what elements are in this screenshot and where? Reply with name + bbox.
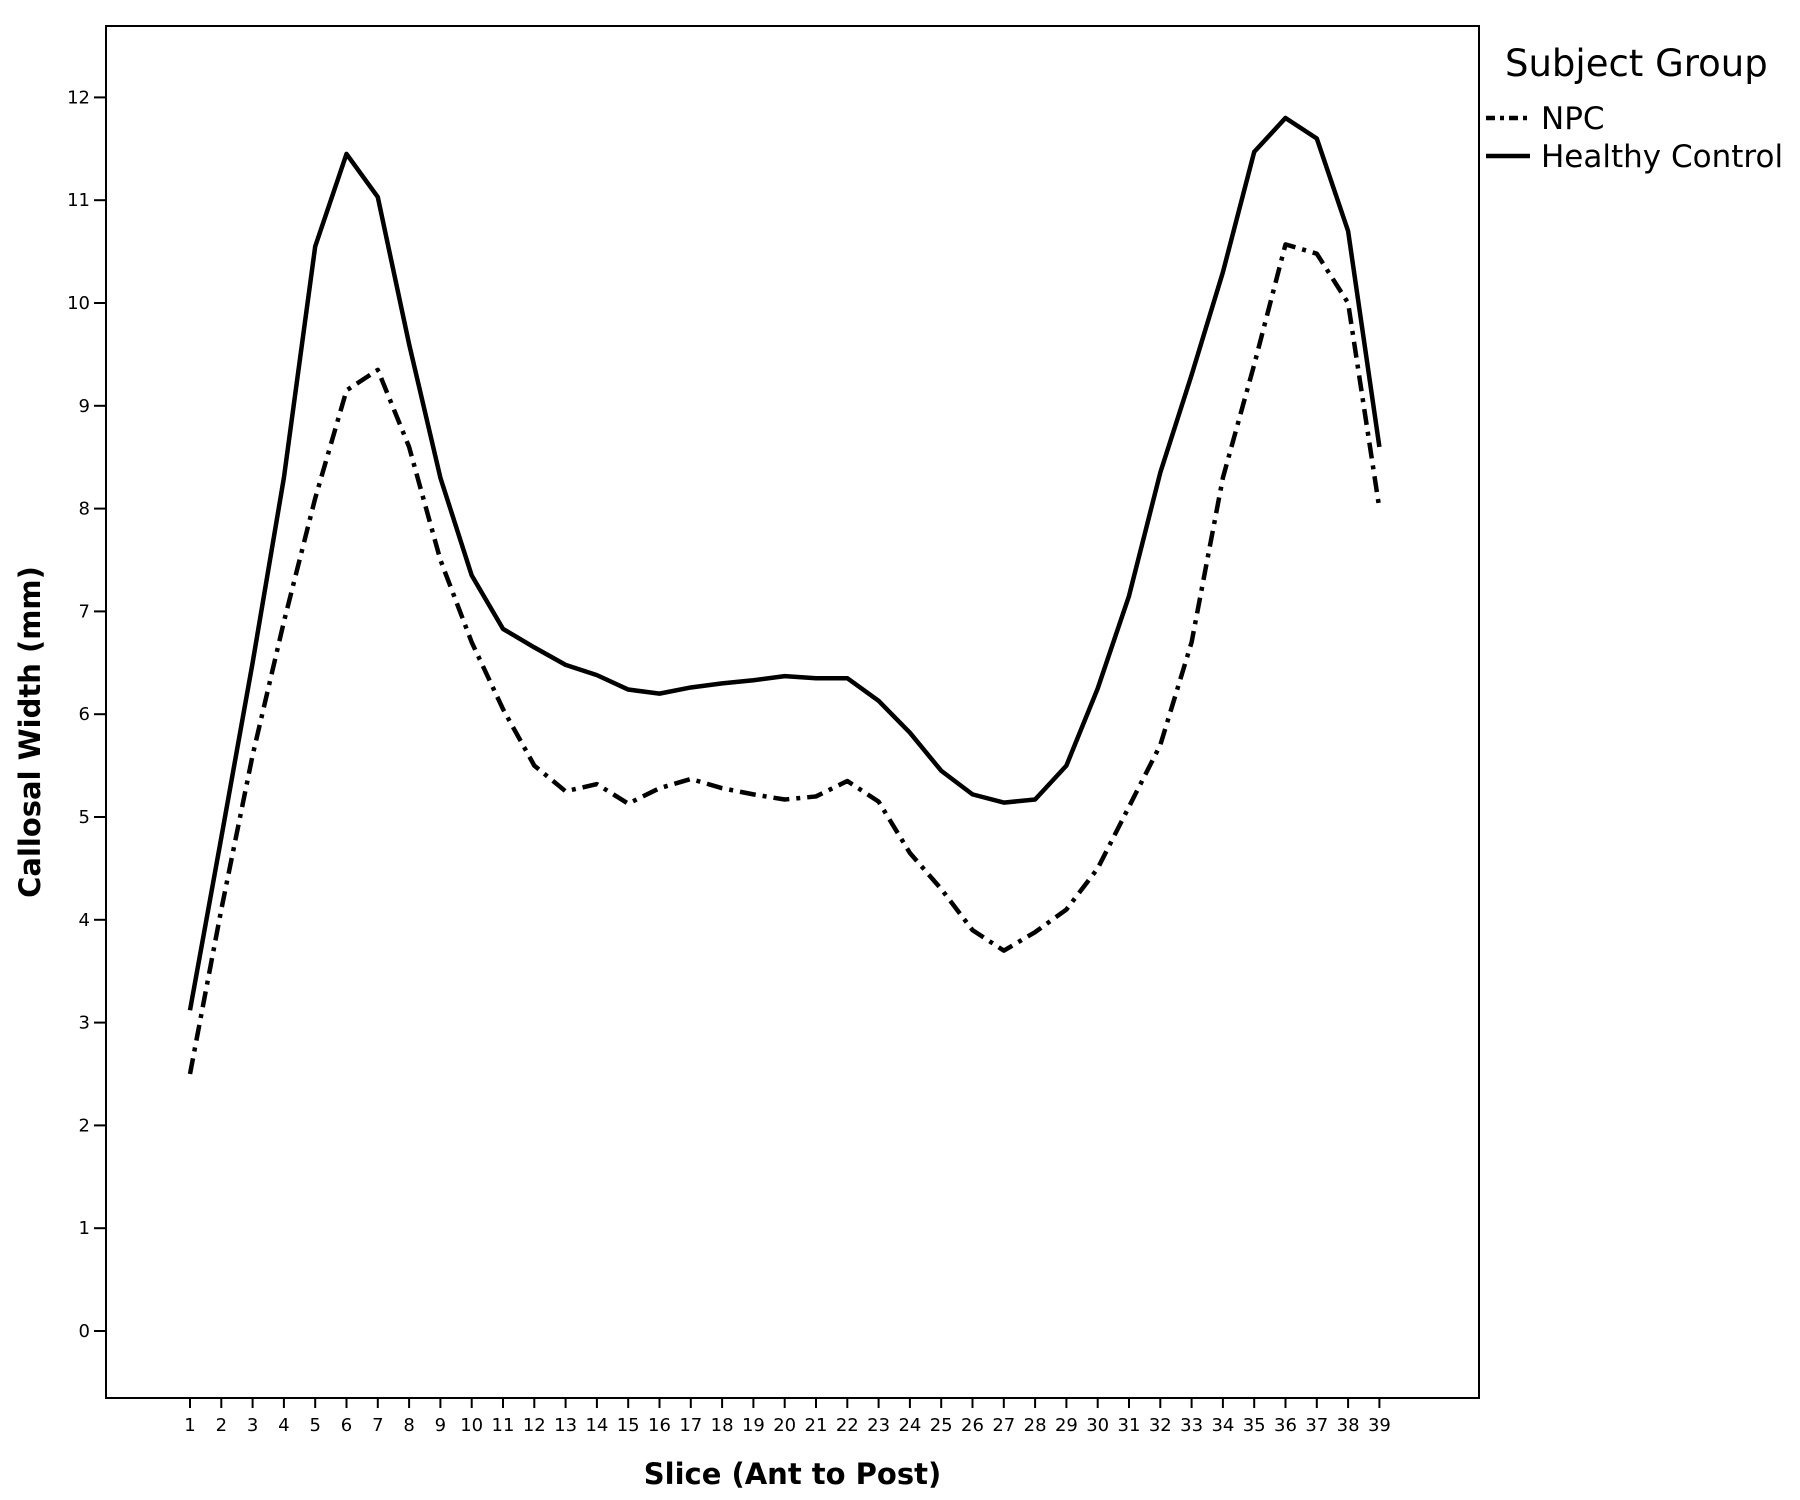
x-tick-label: 2 bbox=[216, 1415, 227, 1436]
y-tick-label: 7 bbox=[79, 601, 90, 622]
x-tick-label: 3 bbox=[247, 1415, 258, 1436]
x-axis-title: Slice (Ant to Post) bbox=[644, 1457, 941, 1491]
x-tick-label: 37 bbox=[1305, 1415, 1328, 1436]
x-tick-label: 28 bbox=[1024, 1415, 1047, 1436]
y-tick-label: 11 bbox=[67, 190, 90, 211]
x-tick-label: 9 bbox=[435, 1415, 446, 1436]
x-tick-label: 24 bbox=[898, 1415, 921, 1436]
series-line-healthy-control bbox=[187, 115, 1382, 1011]
y-tick-label: 5 bbox=[79, 807, 90, 828]
legend-title: Subject Group bbox=[1505, 42, 1768, 85]
x-tick-label: 8 bbox=[403, 1415, 414, 1436]
y-tick-label: 10 bbox=[67, 293, 90, 314]
legend: Subject Group NPC Healthy Control bbox=[1486, 42, 1783, 175]
x-tick-label: 18 bbox=[711, 1415, 734, 1436]
y-tick-label: 1 bbox=[79, 1218, 90, 1239]
x-tick-label: 31 bbox=[1118, 1415, 1141, 1436]
y-tick-label: 9 bbox=[79, 396, 90, 417]
y-tick-label: 2 bbox=[79, 1115, 90, 1136]
x-tick-label: 19 bbox=[742, 1415, 765, 1436]
y-tick-label: 0 bbox=[79, 1321, 90, 1342]
x-tick-label: 29 bbox=[1055, 1415, 1078, 1436]
legend-label-npc: NPC bbox=[1541, 101, 1605, 137]
x-tick-label: 1 bbox=[184, 1415, 195, 1436]
x-tick-label: 15 bbox=[617, 1415, 640, 1436]
y-tick-label: 12 bbox=[67, 87, 90, 108]
x-tick-label: 26 bbox=[961, 1415, 984, 1436]
x-tick-label: 35 bbox=[1243, 1415, 1266, 1436]
x-tick-label: 30 bbox=[1086, 1415, 1109, 1436]
x-tick-label: 25 bbox=[930, 1415, 953, 1436]
x-tick-label: 39 bbox=[1368, 1415, 1391, 1436]
x-tick-label: 13 bbox=[554, 1415, 577, 1436]
x-tick-label: 14 bbox=[585, 1415, 608, 1436]
y-axis-title: Callosal Width (mm) bbox=[13, 566, 47, 898]
x-tick-label: 4 bbox=[278, 1415, 289, 1436]
y-tick-label: 8 bbox=[79, 499, 90, 520]
x-tick-label: 16 bbox=[648, 1415, 671, 1436]
x-tick-label: 38 bbox=[1337, 1415, 1360, 1436]
y-tick-label: 4 bbox=[79, 910, 90, 931]
y-tick-label: 3 bbox=[79, 1013, 90, 1034]
plot-frame bbox=[105, 25, 1480, 1399]
x-tick-label: 34 bbox=[1211, 1415, 1234, 1436]
x-tick-label: 36 bbox=[1274, 1415, 1297, 1436]
x-tick-label: 33 bbox=[1180, 1415, 1203, 1436]
x-tick-label: 27 bbox=[992, 1415, 1015, 1436]
x-tick-label: 23 bbox=[867, 1415, 890, 1436]
x-tick-label: 11 bbox=[492, 1415, 515, 1436]
series-layer bbox=[187, 115, 1382, 1075]
x-tick-label: 5 bbox=[309, 1415, 320, 1436]
x-tick-label: 6 bbox=[341, 1415, 352, 1436]
x-tick-label: 7 bbox=[372, 1415, 383, 1436]
x-tick-label: 10 bbox=[460, 1415, 483, 1436]
series-line-npc bbox=[187, 242, 1382, 1075]
x-tick-label: 22 bbox=[836, 1415, 859, 1436]
x-tick-label: 20 bbox=[773, 1415, 796, 1436]
x-tick-label: 12 bbox=[523, 1415, 546, 1436]
y-tick-label: 6 bbox=[79, 704, 90, 725]
legend-label-healthy-control: Healthy Control bbox=[1541, 139, 1783, 175]
x-tick-label: 17 bbox=[679, 1415, 702, 1436]
x-tick-label: 21 bbox=[805, 1415, 828, 1436]
x-tick-label: 32 bbox=[1149, 1415, 1172, 1436]
